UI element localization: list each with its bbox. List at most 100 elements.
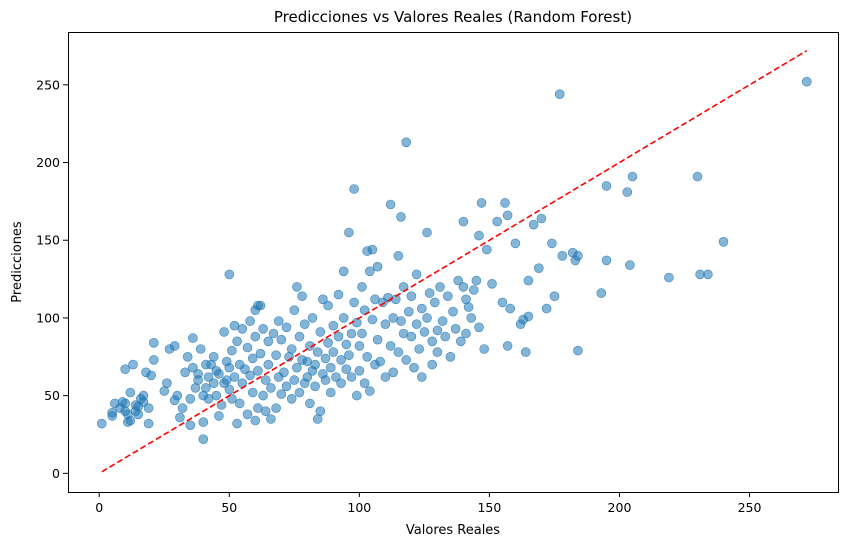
data-point: [258, 390, 268, 401]
data-point: [557, 251, 568, 261]
x-tick-label: 250: [738, 500, 762, 515]
data-point: [435, 282, 445, 292]
data-point: [302, 372, 313, 382]
data-point: [255, 348, 266, 359]
data-point: [357, 282, 367, 292]
data-point: [424, 288, 435, 298]
data-point: [208, 351, 219, 362]
data-point: [195, 344, 206, 354]
data-point: [188, 362, 198, 373]
data-point: [541, 303, 552, 314]
data-point: [500, 198, 510, 208]
data-point: [333, 331, 344, 342]
x-tick-label: 0: [95, 500, 103, 515]
data-point: [596, 288, 607, 298]
data-point: [528, 219, 539, 230]
data-point: [403, 306, 414, 317]
data-point: [273, 316, 284, 326]
data-point: [281, 381, 292, 392]
data-point: [718, 237, 729, 247]
reference-line-layer: [101, 49, 808, 473]
data-point: [245, 370, 255, 381]
data-point: [393, 251, 404, 261]
data-point: [367, 314, 378, 325]
data-point: [299, 319, 310, 330]
data-point: [703, 269, 713, 280]
data-point: [354, 365, 365, 376]
data-point: [416, 372, 427, 382]
data-point: [203, 372, 214, 382]
data-point: [414, 344, 425, 354]
y-tick-label: 100: [36, 310, 60, 325]
data-point: [341, 364, 352, 375]
x-tick-label: 100: [347, 500, 371, 515]
x-tick-label: 150: [477, 500, 501, 515]
data-point: [141, 367, 151, 378]
data-point: [520, 347, 531, 357]
data-point: [219, 327, 229, 337]
points-layer: [97, 76, 812, 445]
data-point: [292, 282, 302, 292]
data-point: [169, 341, 180, 351]
data-point: [411, 319, 422, 330]
data-point: [344, 227, 354, 238]
data-point: [188, 333, 198, 343]
data-point: [427, 336, 438, 347]
y-tick-label: 0: [52, 466, 60, 481]
data-point: [331, 372, 341, 382]
data-point: [289, 375, 300, 385]
data-point: [419, 327, 430, 337]
data-point: [573, 345, 583, 356]
data-point: [601, 255, 612, 266]
data-point: [149, 337, 159, 348]
data-point: [458, 216, 469, 227]
data-point: [294, 387, 305, 398]
data-point: [242, 342, 253, 353]
data-point: [138, 397, 149, 407]
data-point: [289, 305, 300, 316]
data-point: [323, 337, 333, 348]
data-point: [349, 297, 359, 308]
data-point: [175, 412, 185, 423]
data-point: [162, 378, 172, 389]
data-point: [448, 306, 458, 317]
data-point: [442, 291, 453, 302]
data-point: [338, 313, 349, 323]
data-point: [406, 291, 417, 302]
data-point: [143, 418, 154, 429]
data-point: [240, 364, 250, 375]
data-point: [260, 406, 271, 417]
data-point: [625, 260, 635, 270]
data-point: [255, 300, 266, 311]
data-point: [523, 311, 534, 322]
data-point: [177, 403, 188, 413]
data-point: [463, 302, 474, 312]
data-point: [279, 367, 289, 378]
data-point: [182, 351, 193, 362]
y-tick-label: 200: [36, 155, 60, 170]
data-point: [346, 328, 357, 339]
data-point: [232, 336, 242, 347]
data-point: [450, 323, 461, 334]
data-point: [622, 187, 633, 197]
data-point: [422, 313, 432, 323]
data-point: [328, 347, 339, 357]
data-point: [445, 351, 456, 362]
data-point: [547, 238, 557, 249]
data-point: [120, 364, 130, 375]
data-point: [409, 362, 419, 373]
data-point: [359, 378, 370, 389]
data-point: [401, 137, 412, 148]
data-point: [471, 275, 482, 286]
data-point: [487, 278, 497, 289]
data-point: [396, 212, 406, 222]
data-point: [128, 359, 138, 370]
data-point: [393, 347, 404, 357]
data-point: [318, 294, 328, 305]
data-point: [437, 316, 448, 326]
data-point: [505, 303, 516, 314]
data-point: [247, 353, 258, 364]
data-point: [468, 285, 479, 295]
y-tick-label: 250: [36, 77, 60, 92]
data-point: [172, 390, 183, 401]
